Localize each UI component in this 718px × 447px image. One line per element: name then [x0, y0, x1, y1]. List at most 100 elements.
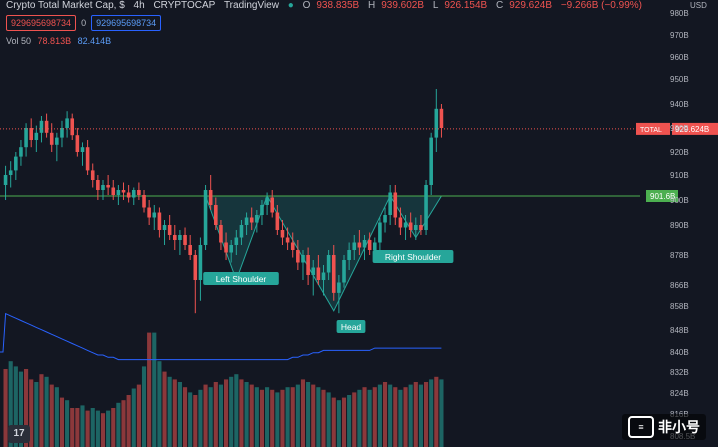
sell-button[interactable]: 929695698734 [6, 15, 77, 31]
candle-body [326, 255, 331, 273]
candle-body [249, 217, 254, 223]
volume-bar [162, 371, 167, 447]
volume-bar [352, 392, 357, 447]
volume-bar [388, 384, 393, 447]
candle-body [357, 242, 362, 248]
volume-bar [398, 389, 403, 447]
volume-label[interactable]: Vol 50 [6, 36, 32, 46]
candle-body [239, 225, 244, 238]
volume-bar [121, 400, 126, 447]
volume-bar [285, 387, 290, 447]
candle-body [188, 245, 192, 255]
volume-bar [157, 361, 162, 447]
candle-body [285, 237, 290, 243]
low-value: 926.154B [444, 0, 488, 11]
volume-bar [316, 387, 321, 447]
price-value-label: 929.624B [675, 125, 709, 134]
volume-bar [39, 374, 44, 447]
interval-label[interactable]: 4h [133, 0, 145, 11]
candle-body [198, 245, 203, 280]
volume-bar [362, 387, 367, 447]
candle-body [96, 180, 100, 190]
volume-bar [295, 384, 300, 447]
watermark: ≡ 非小号 [622, 414, 706, 440]
candle-body [55, 137, 59, 145]
volume-bar [393, 387, 398, 447]
volume-bar [341, 397, 347, 447]
candle-body [3, 175, 8, 185]
y-tick-label: 890B [670, 221, 689, 230]
y-tick-label: 910B [670, 171, 689, 180]
volume-bar [280, 389, 285, 447]
candle-body [34, 132, 39, 140]
volume-bar [172, 379, 177, 447]
volume-bar [429, 379, 434, 447]
volume-bar [3, 369, 8, 447]
tradingview-logo[interactable]: 17 [8, 425, 30, 443]
volume-bar [372, 387, 377, 447]
close-value: 929.624B [509, 0, 553, 11]
price-value-tag [672, 122, 718, 135]
candle-body [234, 237, 239, 245]
buy-button[interactable]: 929695698734 [91, 15, 162, 31]
volume-bars [3, 332, 444, 447]
volume-bar [434, 376, 439, 447]
volume-bar [439, 379, 444, 447]
candle-body [398, 217, 403, 228]
candle-body [183, 235, 187, 245]
volume-bar [357, 389, 362, 447]
y-tick-label: 960B [670, 53, 689, 62]
candle-body [321, 272, 326, 280]
symbol-title[interactable]: Crypto Total Market Cap, $ [6, 0, 125, 11]
candle-body [116, 190, 121, 195]
volume-bar [18, 371, 24, 447]
volume-bar [29, 379, 34, 447]
candle-body [167, 225, 172, 235]
volume-bar [300, 379, 306, 447]
y-tick-label: 858B [670, 302, 689, 311]
candle-body [342, 260, 346, 283]
y-tick-label: 840B [670, 348, 689, 357]
candle-body [301, 255, 305, 263]
y-tick-label: 920B [670, 148, 689, 157]
volume-bar [265, 387, 270, 447]
volume-bar [413, 382, 418, 447]
volume-bar [177, 382, 182, 447]
price-symbol-tag [636, 122, 670, 135]
volume-bar [54, 387, 59, 447]
y-tick-label: 866B [670, 281, 689, 290]
head-label: Head [341, 322, 362, 332]
candle-body [152, 212, 157, 218]
volume-bar [208, 387, 213, 447]
volume-bar [85, 410, 90, 447]
right-shoulder-label-bg [372, 250, 454, 263]
candle-body [49, 132, 54, 145]
volume-value: 78.813B [37, 36, 72, 46]
candle-body [208, 190, 213, 205]
volume-bar [188, 392, 193, 447]
candle-body [362, 240, 367, 248]
y-tick-label: 832B [670, 368, 689, 377]
spread-value: 0 [81, 18, 87, 28]
candle-body [434, 108, 439, 138]
volume-bar [239, 379, 244, 447]
candle-body [39, 120, 44, 133]
candle-body [372, 242, 377, 250]
candle-body [14, 156, 18, 171]
volume-bar [347, 395, 352, 447]
candle-body [90, 170, 95, 180]
candle-body [29, 128, 33, 140]
candle-body [331, 255, 336, 293]
candle-body [316, 267, 321, 280]
candle-body [172, 235, 177, 240]
volume-bar [65, 400, 70, 447]
candle-body [280, 230, 285, 238]
volume-ma-line [0, 312, 442, 361]
price-line: TOTAL 929.624B [0, 122, 718, 135]
volume-bar [218, 384, 223, 447]
candle-body [70, 118, 75, 136]
candle-body [106, 185, 110, 188]
high-label: H [367, 0, 376, 11]
watermark-text: 非小号 [658, 419, 700, 435]
